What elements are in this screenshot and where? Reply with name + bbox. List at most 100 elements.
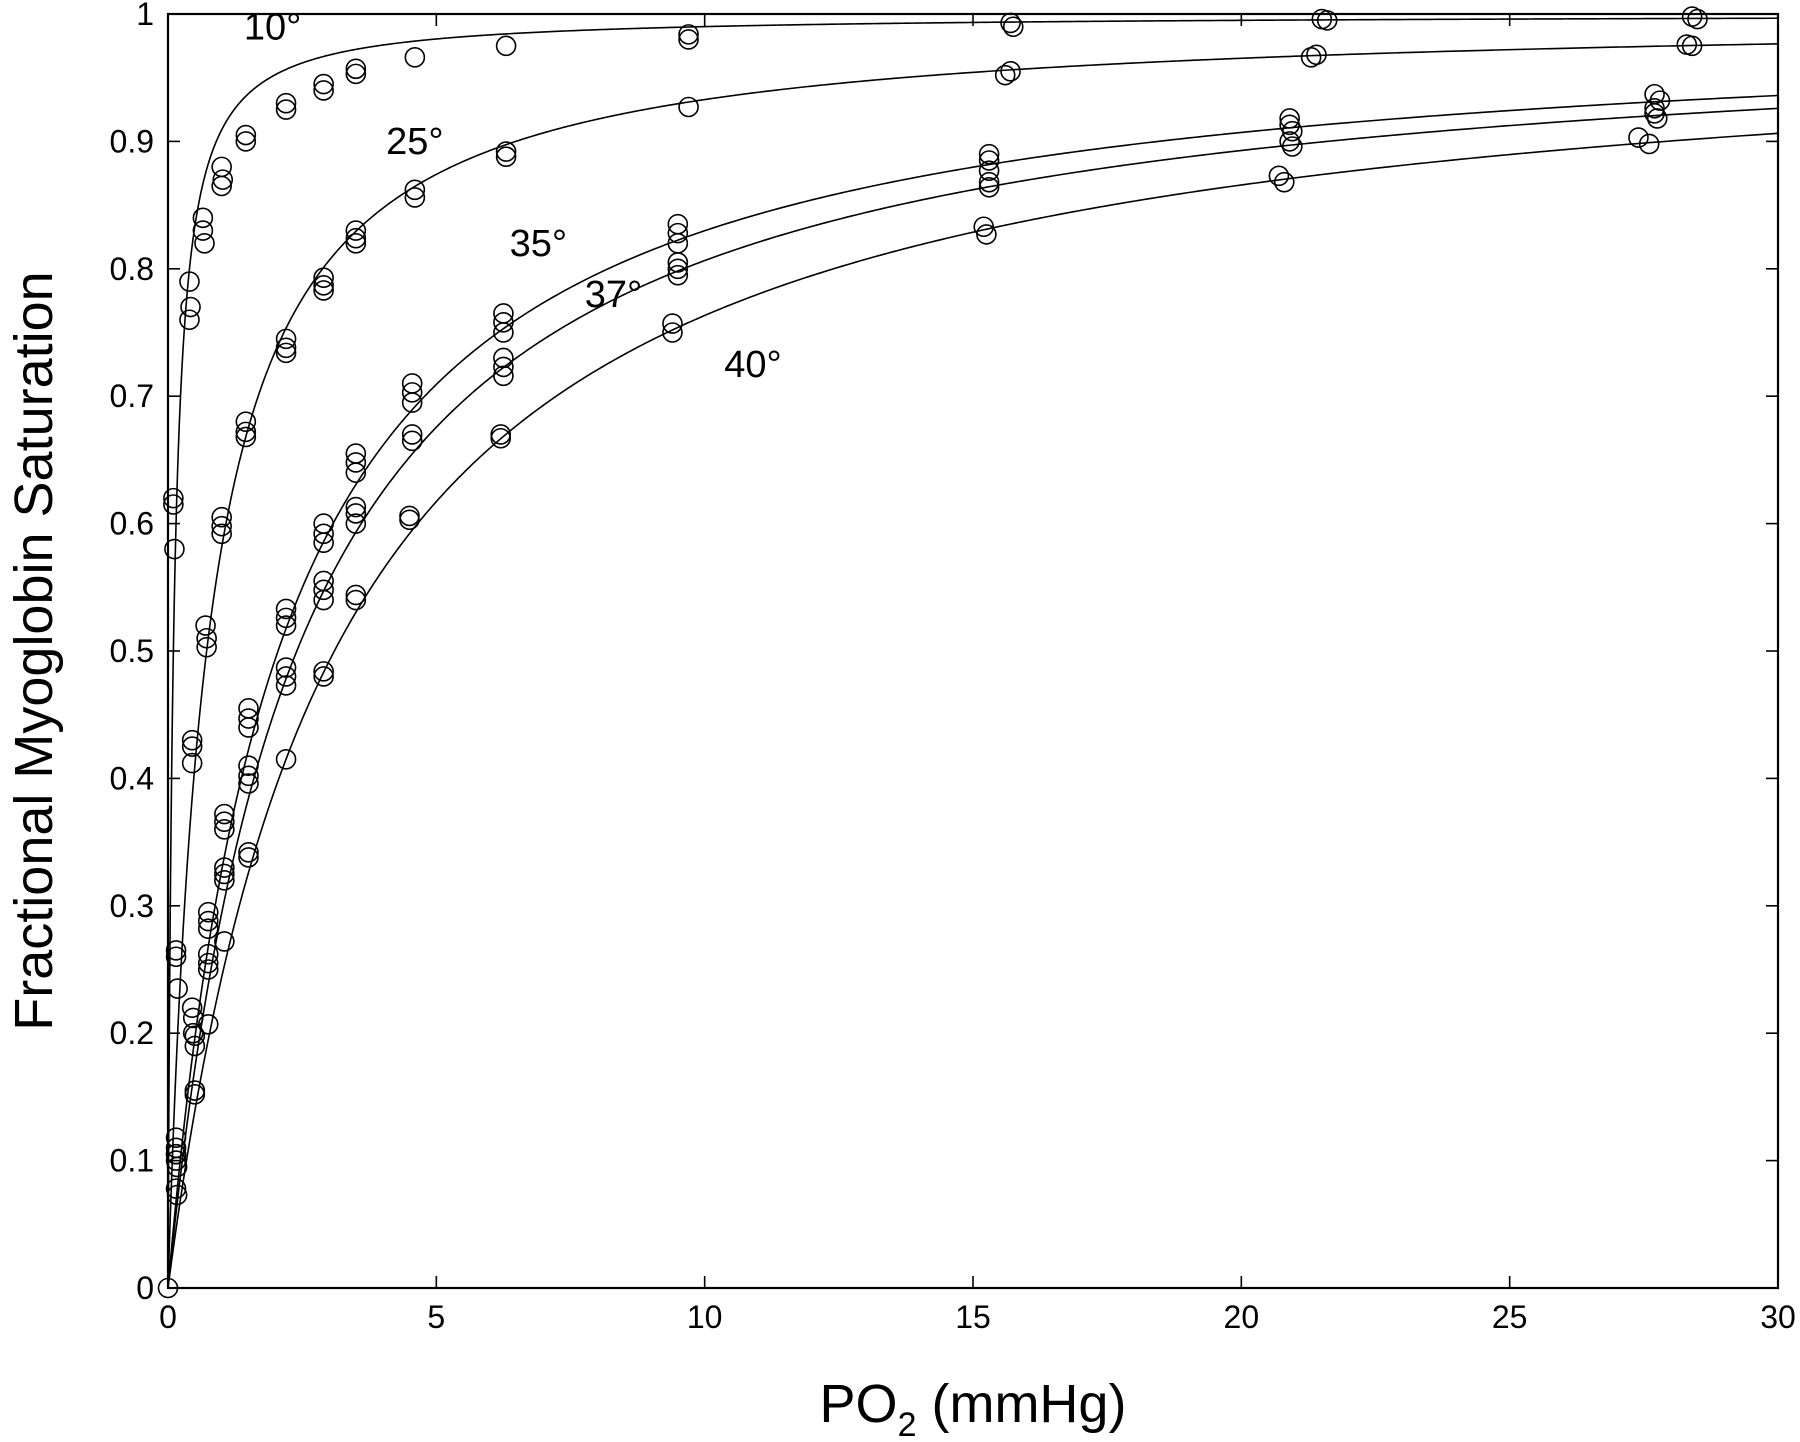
data-point: [197, 1013, 219, 1035]
data-point: [345, 220, 367, 241]
data-point: [1279, 108, 1300, 129]
data-point: [978, 150, 1000, 171]
x-axis-title-subscript: 2: [898, 1406, 917, 1442]
data-point: [495, 141, 517, 162]
fit-curves: [167, 17, 1779, 1289]
data-point: [238, 841, 259, 863]
data-point: [1000, 61, 1021, 82]
data-point: [978, 160, 1000, 182]
data-point: [404, 179, 426, 201]
data-point: [399, 505, 420, 527]
fit-curve: [167, 94, 1779, 1289]
data-point: [1273, 171, 1295, 193]
data-point: [1282, 136, 1303, 157]
data-point: [401, 392, 423, 413]
data-point: [667, 258, 689, 280]
curve-label: 35°: [510, 223, 567, 265]
data-point: [180, 296, 201, 318]
data-point: [313, 532, 334, 554]
data-point: [1316, 10, 1338, 31]
data-point: [212, 169, 234, 190]
x-tick-label: 20: [1224, 1299, 1260, 1335]
data-point: [275, 607, 297, 629]
x-axis-title: PO2 (mmHg): [820, 1374, 1127, 1442]
data-point: [313, 589, 334, 611]
data-point: [678, 24, 699, 45]
data-point: [179, 309, 200, 331]
data-point: [1644, 97, 1665, 119]
data-point: [313, 661, 334, 682]
data-point: [197, 918, 219, 940]
data-point: [165, 1143, 187, 1165]
data-point: [165, 1150, 187, 1171]
data-point: [167, 978, 188, 999]
data-point: [184, 1025, 206, 1047]
data-point: [345, 462, 367, 483]
data-point: [182, 1022, 204, 1044]
data-point: [211, 175, 232, 197]
x-tick-label: 30: [1760, 1299, 1796, 1335]
data-point: [495, 35, 517, 57]
data-point: [195, 615, 216, 636]
data-point: [978, 171, 1000, 193]
data-point: [404, 187, 426, 208]
y-tick-label: 0.5: [110, 633, 154, 669]
data-point: [211, 506, 232, 528]
data-point: [345, 503, 367, 524]
data-point: [214, 803, 235, 825]
data-point: [165, 946, 187, 968]
data-point: [275, 92, 297, 114]
data-point: [493, 356, 514, 378]
data-point: [976, 224, 997, 245]
data-point: [163, 494, 184, 515]
data-point: [493, 312, 514, 333]
curve-label: 37°: [585, 274, 642, 316]
data-point: [192, 220, 214, 241]
data-point: [238, 717, 259, 738]
data-point: [401, 430, 423, 452]
data-point: [313, 579, 334, 601]
y-axis-title: Fractional Myoglobin Saturation: [4, 271, 64, 1030]
data-point: [197, 943, 219, 965]
x-tick-label: 25: [1492, 1299, 1528, 1335]
x-axis-title-rest: (mmHg): [916, 1374, 1126, 1434]
data-point: [179, 271, 200, 292]
data-point: [978, 143, 1000, 165]
data-point: [345, 452, 367, 473]
data-point: [345, 233, 367, 254]
data-point: [181, 729, 203, 751]
data-point: [1300, 47, 1322, 68]
data-point: [345, 589, 367, 611]
curve-label: 25°: [386, 121, 443, 163]
data-point: [313, 73, 334, 95]
data-point: [404, 47, 426, 68]
data-point: [662, 313, 683, 334]
data-point: [211, 523, 232, 545]
data-point: [235, 411, 257, 432]
data-point: [214, 870, 235, 891]
y-tick-label: 0.2: [110, 1015, 154, 1051]
data-point: [1628, 127, 1649, 148]
data-point: [275, 748, 297, 770]
data-point: [181, 752, 203, 774]
data-point: [165, 940, 187, 961]
data-point: [197, 959, 219, 980]
data-point: [1000, 12, 1021, 34]
data-point: [164, 538, 185, 560]
y-tick-label: 0.7: [110, 378, 154, 414]
data-point: [197, 901, 219, 923]
x-tick-label: 10: [687, 1299, 723, 1335]
data-point: [678, 29, 699, 50]
data-point: [275, 675, 297, 696]
data-point: [235, 421, 257, 443]
data-point: [196, 627, 217, 649]
data-point: [313, 267, 334, 289]
data-point: [163, 487, 184, 509]
data-point: [181, 736, 203, 757]
data-point: [1687, 8, 1708, 30]
data-point: [495, 146, 517, 167]
data-point: [165, 1178, 187, 1199]
data-point: [490, 427, 512, 449]
y-tick-label: 0.3: [110, 888, 154, 924]
